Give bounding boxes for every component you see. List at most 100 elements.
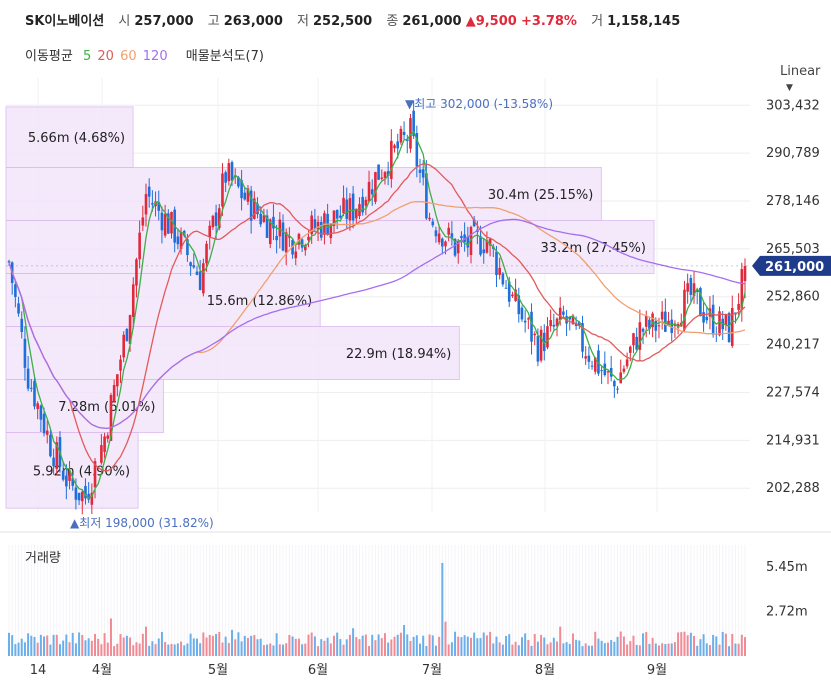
volume-bar bbox=[68, 642, 71, 656]
candle-body bbox=[278, 219, 282, 237]
candle-body bbox=[581, 323, 584, 352]
volume-bar bbox=[313, 636, 316, 656]
candle-body bbox=[737, 303, 740, 310]
candle-body bbox=[106, 435, 110, 439]
candle-body bbox=[74, 487, 78, 500]
candle-body bbox=[412, 110, 415, 137]
candle-body bbox=[265, 215, 269, 238]
volume-bar bbox=[571, 633, 574, 656]
x-tick-label: 7월 bbox=[422, 663, 442, 678]
volume-bar bbox=[524, 633, 527, 656]
moving-averages bbox=[8, 130, 746, 499]
candle-body bbox=[147, 186, 151, 197]
candle-body bbox=[217, 208, 221, 229]
candle-body bbox=[42, 413, 46, 434]
volume-bar bbox=[46, 635, 49, 656]
volume-bar bbox=[275, 633, 278, 656]
volume-profile-zone bbox=[5, 167, 602, 221]
volume-profile-label: 5.66m (4.68%) bbox=[28, 131, 125, 146]
volume-bar bbox=[702, 634, 705, 656]
x-tick-label: 8월 bbox=[535, 663, 555, 678]
volume-bar bbox=[100, 644, 103, 656]
volume-bar bbox=[106, 642, 109, 656]
candle-body bbox=[288, 236, 291, 238]
volume-bar bbox=[533, 633, 536, 656]
candle-body bbox=[313, 219, 317, 229]
volume-bar bbox=[581, 646, 584, 656]
candle-body bbox=[628, 346, 632, 353]
candle-body bbox=[683, 289, 686, 330]
volume-bar bbox=[721, 631, 724, 656]
volume-profile-legend[interactable]: 매물분석도(7) bbox=[185, 49, 264, 64]
volume-bar bbox=[705, 643, 708, 656]
candle-body bbox=[686, 283, 689, 292]
volume-bar bbox=[192, 638, 195, 656]
volume-bar bbox=[594, 631, 597, 656]
volume-bar bbox=[680, 632, 683, 656]
candle-body bbox=[600, 370, 603, 372]
candle-body bbox=[463, 234, 466, 243]
volume-bar bbox=[412, 636, 415, 656]
candle-body bbox=[501, 273, 505, 285]
candle-body bbox=[243, 192, 247, 200]
candle-body bbox=[593, 357, 597, 372]
volume-bar bbox=[272, 645, 275, 656]
candle-body bbox=[116, 374, 119, 387]
volume-bar bbox=[304, 643, 307, 656]
candle-body bbox=[339, 215, 342, 218]
ma-label[interactable]: 이동평균 bbox=[25, 49, 73, 64]
candle-body bbox=[176, 236, 180, 245]
candle-body bbox=[68, 470, 71, 481]
candle-body bbox=[230, 162, 234, 181]
volume-bar bbox=[278, 644, 281, 656]
candle-body bbox=[396, 141, 400, 149]
volume-bar bbox=[167, 644, 170, 656]
candle-body bbox=[571, 315, 575, 325]
volume-bar bbox=[266, 644, 269, 656]
change-value: ▲9,500 bbox=[465, 14, 517, 29]
stock-name[interactable]: SK이노베이션 bbox=[25, 14, 105, 29]
candle-body bbox=[354, 209, 358, 219]
candle-body bbox=[208, 225, 212, 238]
candle-body bbox=[648, 319, 651, 329]
candle-body bbox=[616, 388, 619, 390]
volume-bar bbox=[466, 636, 469, 656]
candle-body bbox=[237, 177, 240, 187]
volume-bar bbox=[243, 635, 246, 656]
candle-body bbox=[428, 217, 431, 220]
candle-body bbox=[536, 336, 540, 362]
candle-body bbox=[304, 245, 307, 251]
ma120-legend[interactable]: 120 bbox=[142, 49, 168, 64]
candle-body bbox=[727, 313, 731, 343]
ma20-legend[interactable]: 20 bbox=[97, 49, 114, 64]
volume-bar bbox=[520, 637, 523, 656]
candle-body bbox=[495, 251, 498, 276]
volume-bar bbox=[591, 645, 594, 656]
candle-body bbox=[192, 265, 196, 268]
ma60-legend[interactable]: 60 bbox=[120, 49, 137, 64]
volume-bar bbox=[718, 644, 721, 656]
volume-bar bbox=[744, 637, 746, 656]
volume-bar bbox=[326, 637, 329, 656]
x-tick-label: 9월 bbox=[647, 663, 667, 678]
candle-body bbox=[246, 188, 250, 202]
ma5-legend[interactable]: 5 bbox=[82, 49, 92, 64]
candle-body bbox=[702, 312, 705, 323]
candle-body bbox=[692, 283, 696, 297]
volume-bar bbox=[157, 638, 160, 656]
candle-body bbox=[488, 239, 492, 246]
volume-bar bbox=[52, 634, 55, 656]
candle-body bbox=[606, 371, 610, 373]
candle-body bbox=[26, 368, 30, 389]
volume-bar bbox=[511, 644, 514, 656]
candle-body bbox=[549, 320, 552, 327]
volume-bar bbox=[670, 643, 673, 656]
volume-bar bbox=[170, 643, 173, 656]
volume-bar bbox=[562, 643, 565, 656]
volume-bar bbox=[444, 621, 447, 656]
scale-selector[interactable]: Linear ▼ bbox=[780, 64, 831, 94]
volume-bar bbox=[731, 633, 734, 656]
volume-bar bbox=[708, 645, 711, 656]
high-label: 고 bbox=[207, 14, 220, 29]
